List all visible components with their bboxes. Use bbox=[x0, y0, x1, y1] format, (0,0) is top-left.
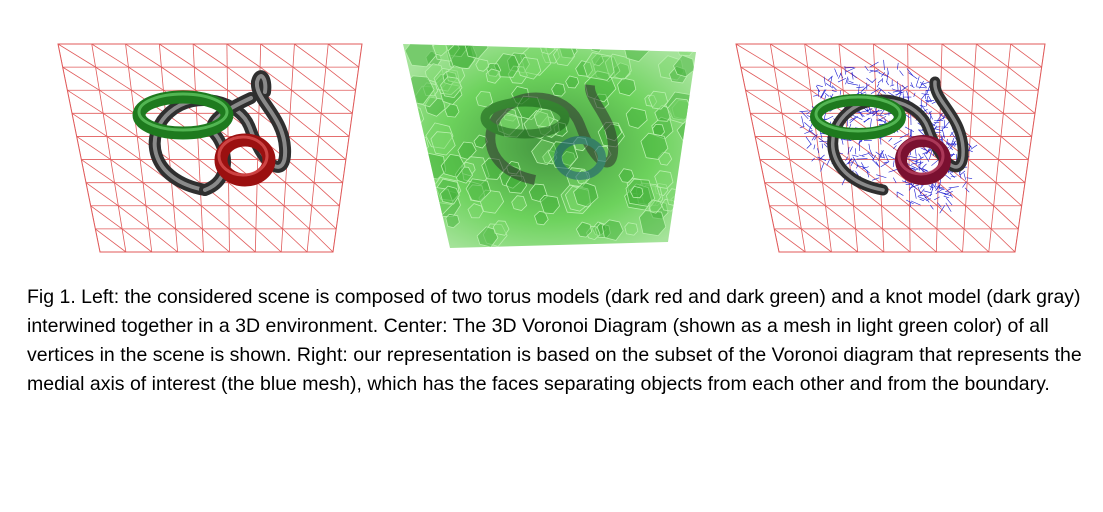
panel-right-medial-axis bbox=[733, 30, 1048, 255]
panel-center-voronoi bbox=[400, 30, 700, 255]
torus-green bbox=[132, 90, 234, 140]
torus-green-right bbox=[810, 94, 906, 140]
knot-model-right bbox=[827, 76, 969, 196]
torus-red bbox=[214, 133, 276, 187]
boundary-grid-right bbox=[736, 44, 1045, 252]
boundary-grid bbox=[58, 44, 362, 252]
boundary-box-outline bbox=[57, 43, 363, 253]
panel-left-scene bbox=[55, 30, 365, 255]
torus-red-right bbox=[895, 135, 951, 185]
knot-model-center bbox=[480, 84, 619, 185]
figure-caption: Fig 1. Left: the considered scene is com… bbox=[27, 286, 1082, 395]
figure-panels bbox=[0, 30, 1103, 260]
boundary-box-outline-right bbox=[735, 43, 1046, 253]
voronoi-diagram bbox=[403, 44, 696, 248]
medial-axis-mesh bbox=[799, 59, 978, 214]
